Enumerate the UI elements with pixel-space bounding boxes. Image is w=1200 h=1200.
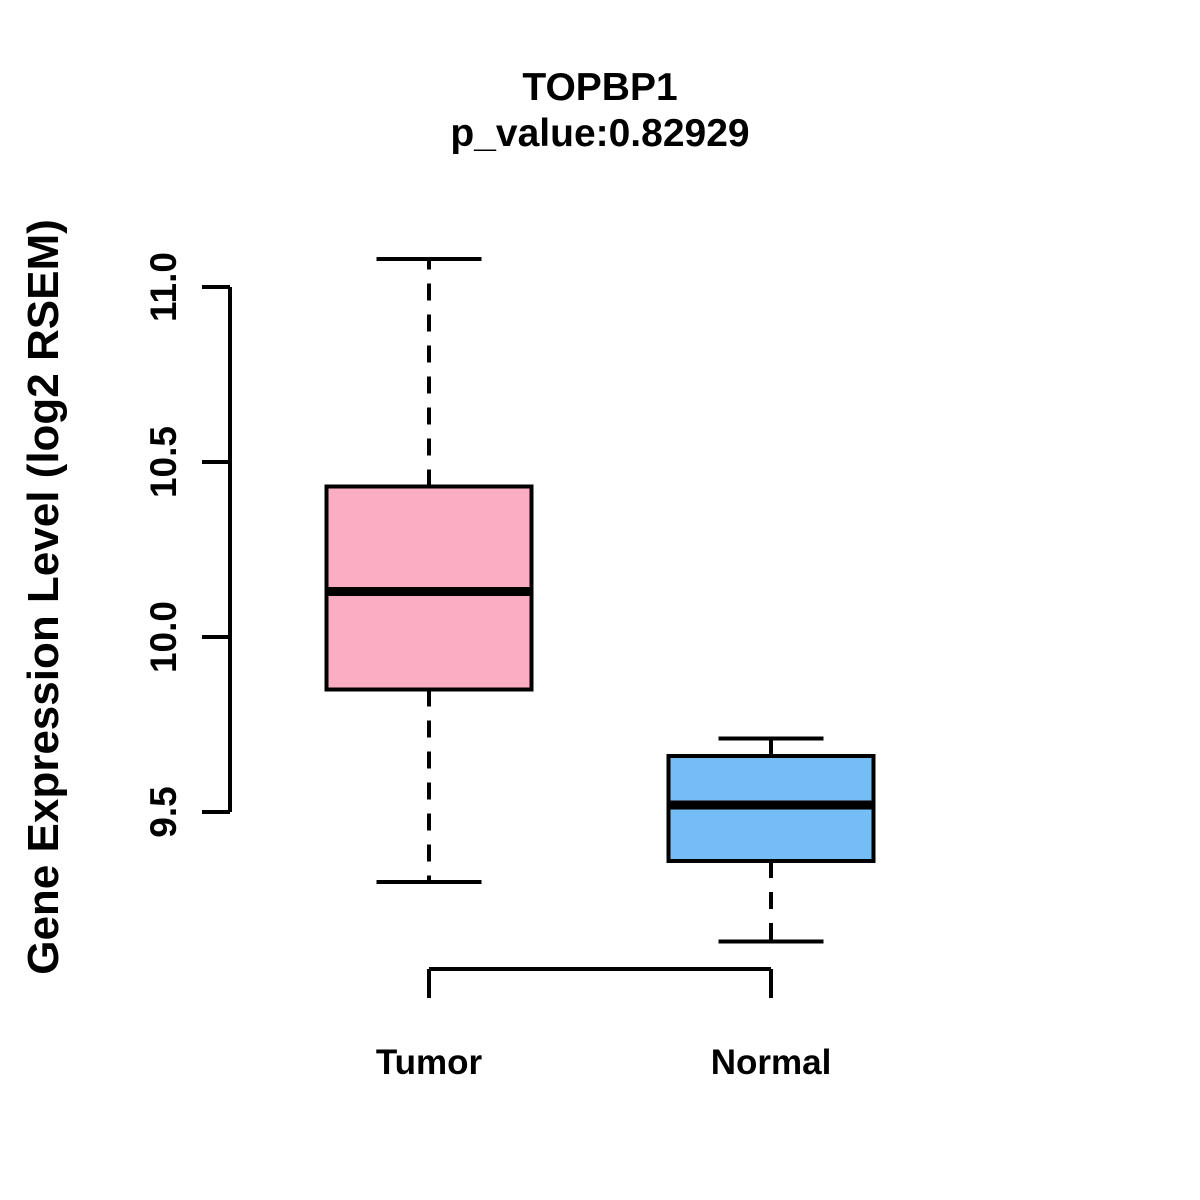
y-axis-tick-label: 10.5 [143,426,184,498]
chart-title: TOPBP1 [522,66,678,109]
y-axis [202,285,232,814]
y-axis-tick-label: 10.0 [143,601,184,673]
x-category-label-tumor: Tumor [376,1043,483,1082]
y-axis-tick-label: 11.0 [143,252,184,322]
x-category-label-normal: Normal [711,1043,832,1082]
whiskers-normal [718,736,824,944]
box-group-normal [666,736,876,944]
whiskers-tumor [376,257,482,884]
box-group-tumor [324,257,534,884]
chart-subtitle-pvalue: p_value:0.82929 [450,112,750,155]
x-axis [427,967,773,998]
y-axis-tick-label: 9.5 [143,786,184,837]
y-axis-title: Gene Expression Level (log2 RSEM) [19,219,68,975]
